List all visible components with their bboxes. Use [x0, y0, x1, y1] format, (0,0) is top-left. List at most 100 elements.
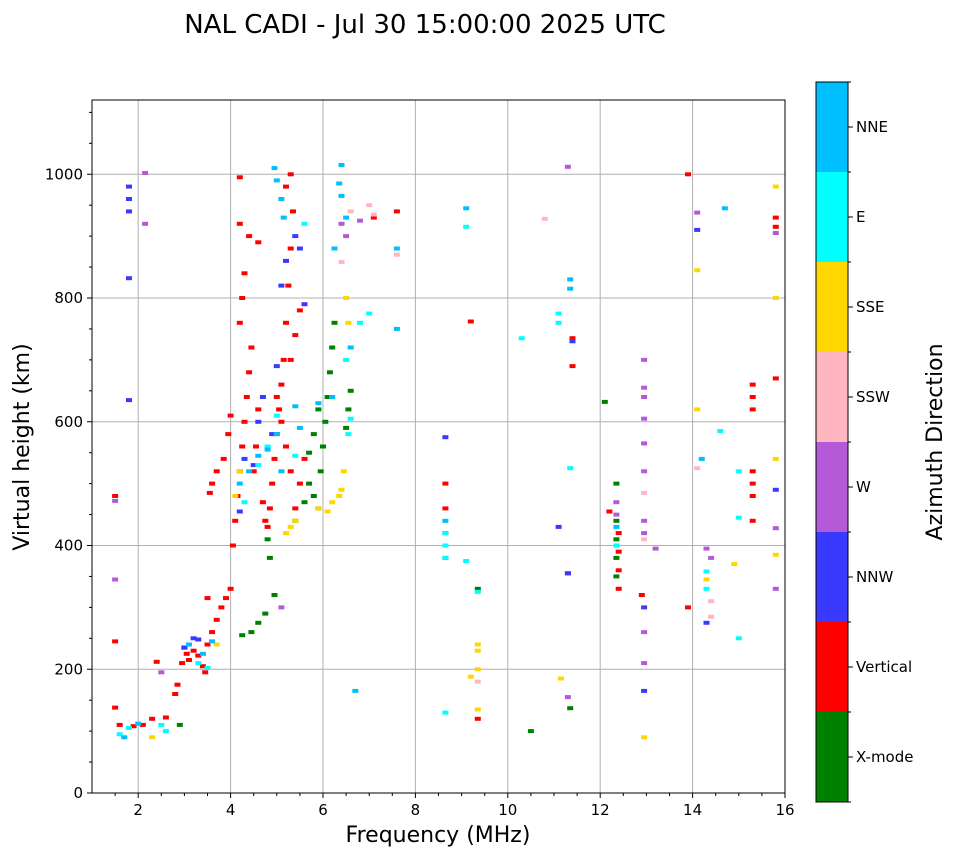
data-point — [232, 494, 239, 498]
data-point — [641, 518, 648, 523]
data-point — [345, 407, 352, 412]
data-point — [343, 425, 350, 430]
colorbar-label-e: E — [856, 208, 865, 226]
data-point — [721, 206, 728, 211]
data-point — [708, 599, 715, 604]
data-point — [243, 395, 250, 399]
data-point — [241, 500, 248, 505]
data-point — [179, 661, 186, 666]
data-point — [613, 574, 620, 579]
data-point — [685, 605, 691, 610]
data-point — [615, 549, 622, 554]
data-point — [442, 555, 449, 560]
data-point — [329, 500, 336, 505]
x-tick-label: 6 — [318, 801, 328, 819]
data-point — [347, 388, 354, 393]
y-axis-label: Virtual height (km) — [10, 343, 35, 550]
data-point — [126, 197, 132, 201]
data-point — [262, 518, 269, 523]
data-point — [338, 487, 345, 492]
data-point — [772, 376, 779, 381]
data-point — [641, 630, 648, 635]
data-point — [280, 215, 287, 220]
data-point — [331, 246, 338, 251]
data-point — [269, 481, 276, 486]
data-point — [278, 283, 285, 288]
data-point — [283, 320, 289, 325]
data-point — [283, 258, 289, 263]
data-point — [567, 277, 574, 282]
data-point — [112, 498, 119, 503]
data-point — [641, 395, 648, 399]
data-point — [749, 494, 756, 498]
data-point — [195, 653, 202, 658]
data-point — [266, 555, 273, 560]
data-point — [255, 407, 262, 412]
data-point — [283, 531, 289, 536]
data-point — [239, 296, 246, 300]
data-point — [199, 651, 206, 656]
data-point — [567, 286, 574, 291]
data-point — [255, 240, 262, 245]
data-point — [218, 605, 225, 610]
data-point — [296, 481, 303, 486]
colorbar-label-vertical: Vertical — [856, 658, 912, 676]
data-point — [615, 531, 622, 536]
data-point — [271, 593, 278, 597]
data-point — [703, 569, 710, 574]
data-point — [276, 407, 283, 412]
data-point — [269, 432, 276, 437]
data-point — [195, 637, 202, 642]
data-point — [345, 320, 352, 325]
data-point — [615, 568, 622, 573]
data-point — [306, 450, 313, 455]
colorbar-segment — [816, 712, 848, 802]
data-point — [236, 469, 243, 474]
colorbar-segment — [816, 262, 848, 352]
data-point — [772, 552, 779, 557]
data-point — [338, 221, 345, 226]
data-point — [474, 648, 481, 653]
data-point — [518, 336, 525, 341]
data-point — [641, 416, 648, 421]
data-point — [213, 642, 220, 647]
data-point — [555, 320, 562, 325]
data-point — [322, 419, 329, 424]
data-point — [162, 715, 169, 720]
data-point — [749, 469, 756, 474]
data-point — [239, 633, 246, 638]
data-point — [749, 518, 756, 523]
data-point — [442, 481, 449, 486]
data-point — [232, 518, 239, 523]
series-ssw — [338, 203, 715, 684]
data-point — [250, 469, 257, 474]
data-point — [250, 463, 257, 468]
data-point — [310, 494, 317, 498]
y-tick-label: 400 — [54, 537, 83, 555]
data-point — [121, 735, 128, 740]
data-point — [246, 469, 253, 474]
data-point — [236, 481, 243, 486]
data-point — [112, 705, 119, 710]
data-point — [749, 382, 756, 387]
colorbar-frame — [815, 81, 849, 803]
data-point — [641, 688, 648, 693]
data-point — [227, 413, 234, 418]
data-point — [296, 308, 303, 313]
data-point — [310, 432, 317, 437]
data-point — [613, 524, 620, 529]
data-point — [149, 735, 156, 740]
data-point — [703, 620, 710, 625]
data-point — [292, 404, 299, 409]
data-point — [615, 586, 622, 591]
data-point — [236, 320, 243, 325]
plot-area: 2 4 6 8 10 12 14 16 0 200 400 600 800 1000 — [45, 99, 795, 819]
data-point — [442, 710, 449, 715]
data-point — [255, 419, 262, 424]
data-point — [393, 326, 400, 331]
x-axis-label: Frequency (MHz) — [346, 823, 531, 848]
data-point — [772, 526, 779, 531]
data-point — [259, 500, 266, 505]
data-point — [641, 385, 648, 390]
data-point — [236, 509, 243, 514]
